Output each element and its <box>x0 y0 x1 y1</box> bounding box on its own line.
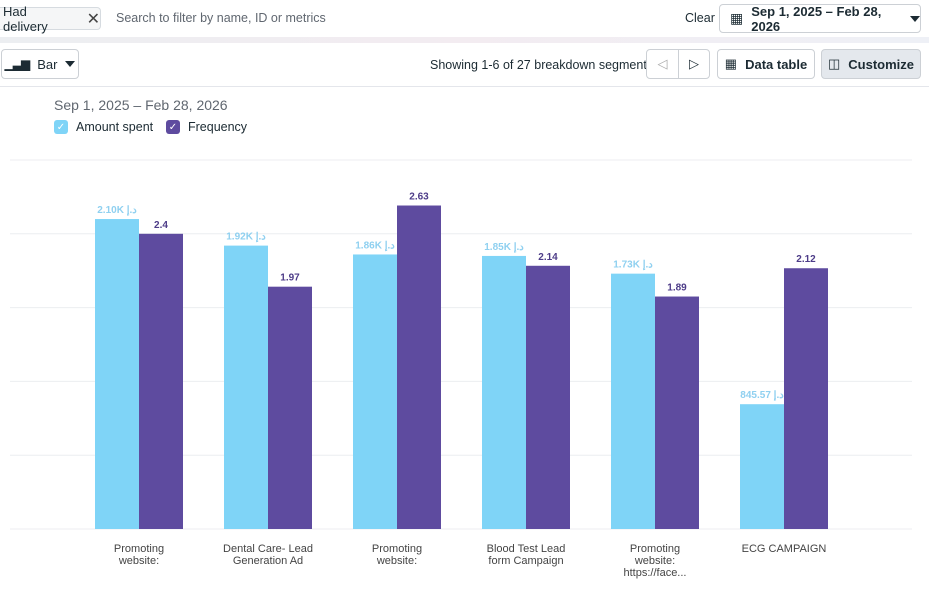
chart-type-label: Bar <box>37 56 58 72</box>
search-input[interactable]: Search to filter by name, ID or metrics <box>116 11 326 25</box>
x-tick-label: Promoting website: https://face... <box>600 543 710 579</box>
data-label: 1.73K د.إ <box>613 260 653 271</box>
data-table-button[interactable]: ▦ Data table <box>717 49 815 79</box>
chevron-down-icon <box>65 61 76 67</box>
x-tick-line: Blood Test Lead <box>486 543 566 555</box>
x-tick-label: Dental Care- Lead Generation Ad <box>213 543 323 567</box>
chart-type-dropdown[interactable]: ▁▃▆ Bar <box>1 49 79 79</box>
bar-amount-spent <box>353 254 397 530</box>
x-tick-line: website: <box>634 555 676 567</box>
x-tick-line: Promoting <box>371 543 423 555</box>
divider <box>0 37 929 43</box>
bar-amount-spent <box>740 404 784 529</box>
bar-frequency <box>655 296 699 529</box>
data-table-label: Data table <box>745 56 808 72</box>
bar-frequency <box>784 268 828 529</box>
x-tick-line: website: <box>376 555 418 567</box>
data-label: 1.92K د.إ <box>226 232 266 243</box>
panel-icon: ◫ <box>827 56 841 71</box>
calendar-icon: ▦ <box>730 10 744 26</box>
x-tick-line: https://face... <box>623 567 687 579</box>
table-icon: ▦ <box>724 56 738 71</box>
data-label: 845.57 د.إ <box>740 390 784 401</box>
x-tick-label: ECG CAMPAIGN <box>729 543 839 555</box>
close-icon[interactable]: ✕ <box>86 10 100 28</box>
data-label: 2.12 <box>796 254 816 265</box>
filter-chip[interactable]: Had delivery ✕ <box>0 4 101 34</box>
bar-amount-spent <box>224 245 268 529</box>
bar-amount-spent <box>611 273 655 529</box>
chevron-left-icon: ◁ <box>657 56 668 71</box>
chevron-down-icon <box>910 15 920 22</box>
bar-frequency <box>139 233 183 530</box>
data-label: 1.97 <box>280 273 300 284</box>
divider <box>0 86 929 87</box>
x-tick-line: ECG CAMPAIGN <box>741 543 827 555</box>
data-label: 1.89 <box>667 283 687 294</box>
legend-frequency[interactable]: ✓ Frequency <box>166 120 247 134</box>
chevron-right-icon: ▷ <box>689 56 699 71</box>
checkbox-icon[interactable]: ✓ <box>54 120 68 134</box>
x-tick-label: Promoting website: <box>84 543 194 567</box>
clear-button[interactable]: Clear <box>685 11 715 25</box>
bar-frequency <box>268 286 312 529</box>
data-label: 2.63 <box>409 192 429 203</box>
chart-date-title: Sep 1, 2025 – Feb 28, 2026 <box>54 97 228 113</box>
data-label: 2.14 <box>538 252 558 263</box>
bar-chart-icon: ▁▃▆ <box>4 57 31 71</box>
bar-frequency <box>526 265 570 529</box>
data-label: 2.10K د.إ <box>97 205 137 216</box>
next-page-button[interactable]: ▷ <box>678 49 710 79</box>
filter-chip-label: Had delivery <box>3 3 48 34</box>
segments-count: Showing 1-6 of 27 breakdown segments <box>430 58 654 72</box>
bar-amount-spent <box>482 255 526 529</box>
x-tick-line: website: <box>118 555 160 567</box>
previous-page-button[interactable]: ◁ <box>646 49 679 79</box>
x-tick-line: Dental Care- Lead <box>223 543 313 555</box>
legend-label: Amount spent <box>76 120 154 134</box>
legend-label: Frequency <box>188 120 248 134</box>
x-tick-line: Generation Ad <box>232 555 304 567</box>
customize-label: Customize <box>848 56 915 72</box>
date-range-label: Sep 1, 2025 – Feb 28, 2026 <box>751 3 882 34</box>
legend-amount-spent[interactable]: ✓ Amount spent <box>54 120 153 134</box>
bar-frequency <box>397 205 441 529</box>
data-label: 2.4 <box>154 220 168 231</box>
checkbox-icon[interactable]: ✓ <box>166 120 180 134</box>
data-label: 1.86K د.إ <box>355 240 395 251</box>
data-label: 1.85K د.إ <box>484 242 524 253</box>
x-tick-label: Promoting website: <box>342 543 452 567</box>
x-tick-line: Promoting <box>629 543 681 555</box>
x-tick-label: Blood Test Lead form Campaign <box>471 543 581 567</box>
customize-button[interactable]: ◫ Customize <box>821 49 921 79</box>
x-tick-line: form Campaign <box>488 555 564 567</box>
x-tick-line: Promoting <box>113 543 165 555</box>
bar-amount-spent <box>95 219 139 530</box>
date-range-picker[interactable]: ▦ Sep 1, 2025 – Feb 28, 2026 <box>719 3 921 34</box>
